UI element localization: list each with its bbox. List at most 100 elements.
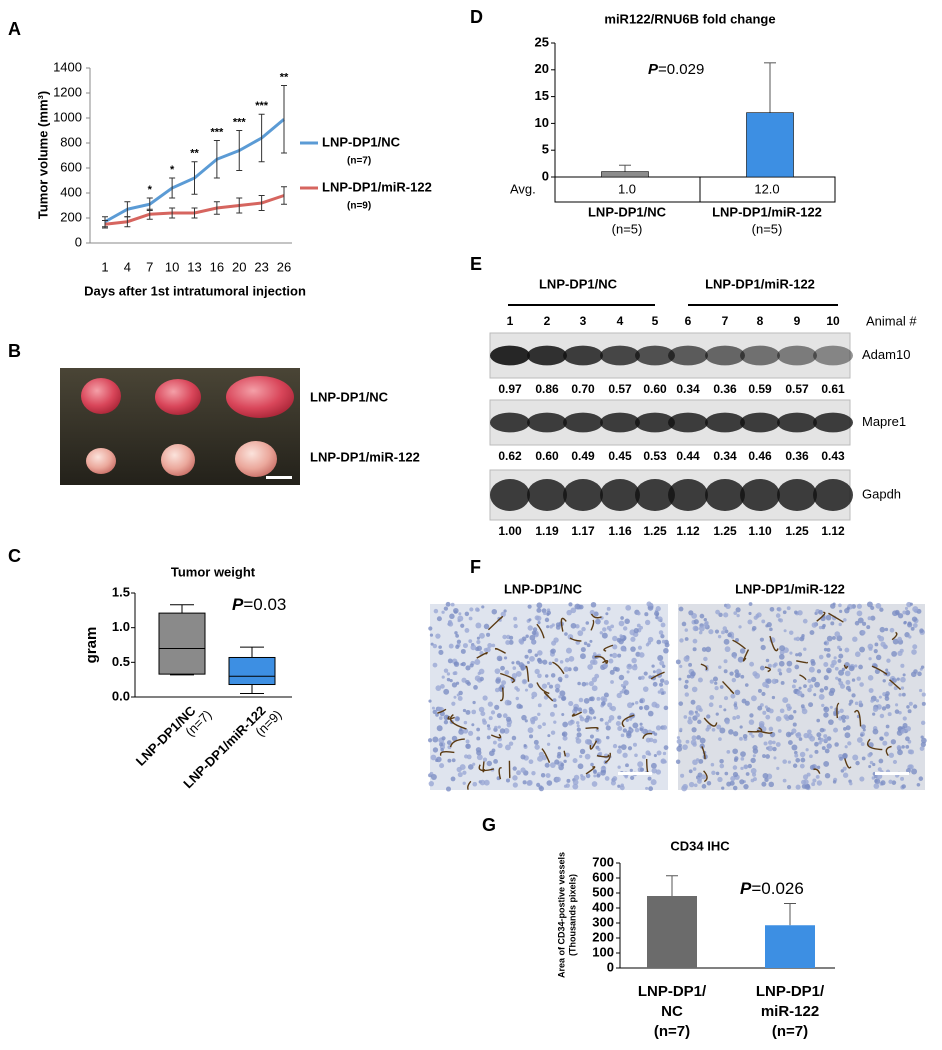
nucleus	[456, 639, 462, 644]
nucleus	[678, 606, 684, 612]
nucleus	[868, 765, 872, 769]
nucleus	[734, 669, 740, 674]
nucleus	[531, 639, 536, 645]
nucleus	[494, 704, 500, 710]
nucleus	[912, 623, 918, 628]
nucleus	[439, 742, 443, 747]
nucleus	[600, 696, 606, 702]
nucleus	[634, 727, 640, 733]
nucleus	[537, 673, 542, 679]
nucleus	[527, 779, 533, 786]
vessel	[541, 748, 551, 763]
nucleus	[808, 702, 814, 708]
nucleus	[730, 693, 736, 699]
nucleus	[807, 733, 813, 739]
nucleus	[655, 725, 662, 731]
nucleus	[472, 781, 478, 787]
nucleus	[582, 708, 588, 714]
nucleus	[692, 767, 697, 771]
nucleus	[688, 610, 694, 616]
y-tick-label: 400	[60, 184, 82, 199]
nucleus	[802, 618, 808, 624]
vessel	[569, 637, 582, 642]
nucleus	[706, 714, 711, 719]
x-tick-label: 23	[254, 259, 268, 274]
quant-value: 1.19	[535, 524, 559, 538]
nucleus	[589, 639, 593, 643]
quant-value: 1.25	[785, 524, 809, 538]
vessel	[813, 768, 821, 774]
nucleus	[688, 769, 693, 774]
quant-value: 0.34	[713, 449, 737, 463]
nucleus	[842, 719, 846, 723]
bar	[746, 112, 794, 178]
nucleus	[792, 722, 797, 727]
nucleus	[875, 699, 880, 703]
nucleus	[844, 607, 850, 614]
nucleus	[622, 728, 628, 733]
nucleus	[717, 776, 723, 783]
nucleus	[440, 684, 445, 689]
nucleus	[611, 652, 618, 659]
nucleus	[618, 638, 624, 645]
nucleus	[714, 681, 718, 685]
nucleus	[620, 744, 627, 751]
nucleus	[570, 622, 577, 629]
nucleus	[601, 632, 608, 639]
y-tick-label: 0.0	[112, 688, 130, 703]
nucleus	[682, 744, 688, 750]
y-tick-label: 15	[535, 88, 549, 103]
error-bar	[146, 208, 153, 220]
nucleus	[765, 714, 771, 720]
nucleus	[561, 732, 566, 736]
nucleus	[711, 770, 716, 776]
nucleus	[438, 649, 444, 655]
x-tick-label: LNP-DP1/NC	[588, 204, 667, 219]
vessel	[747, 727, 763, 733]
nucleus	[432, 736, 439, 743]
nucleus	[782, 778, 787, 783]
nucleus	[739, 725, 743, 729]
nucleus	[882, 644, 888, 650]
nucleus	[476, 608, 480, 612]
nucleus	[734, 689, 741, 696]
nucleus	[860, 733, 864, 737]
nucleus	[627, 746, 633, 751]
nucleus	[620, 683, 624, 687]
nucleus	[576, 727, 581, 732]
photo-label: LNP-DP1/miR-122	[310, 449, 420, 464]
nucleus	[854, 664, 858, 668]
row-label: Avg.	[510, 181, 536, 196]
nucleus	[854, 620, 860, 626]
quant-value: 0.86	[535, 382, 559, 396]
nucleus	[703, 656, 708, 662]
nucleus	[461, 677, 467, 683]
nucleus	[610, 780, 616, 786]
nucleus	[651, 701, 658, 708]
nucleus	[553, 703, 558, 708]
vessel	[560, 617, 567, 632]
quant-value: 1.12	[676, 524, 700, 538]
nucleus	[803, 684, 807, 688]
blot-band	[563, 345, 603, 366]
x-tick-label: LNP-DP1/	[638, 983, 707, 1000]
vessel	[476, 651, 488, 659]
nucleus	[715, 712, 719, 716]
nucleus	[859, 682, 864, 687]
bar	[647, 896, 697, 968]
nucleus	[469, 607, 474, 612]
nucleus	[699, 613, 705, 619]
nucleus	[842, 752, 848, 759]
nucleus	[577, 681, 581, 686]
nucleus	[771, 695, 776, 700]
nucleus	[575, 736, 579, 740]
nucleus	[748, 611, 752, 616]
nucleus	[811, 622, 817, 628]
nucleus	[479, 632, 485, 639]
nucleus	[751, 734, 755, 738]
nucleus	[429, 633, 434, 637]
nucleus	[723, 708, 727, 712]
nucleus	[731, 677, 737, 683]
error-bar	[236, 130, 243, 171]
nucleus	[757, 688, 762, 693]
